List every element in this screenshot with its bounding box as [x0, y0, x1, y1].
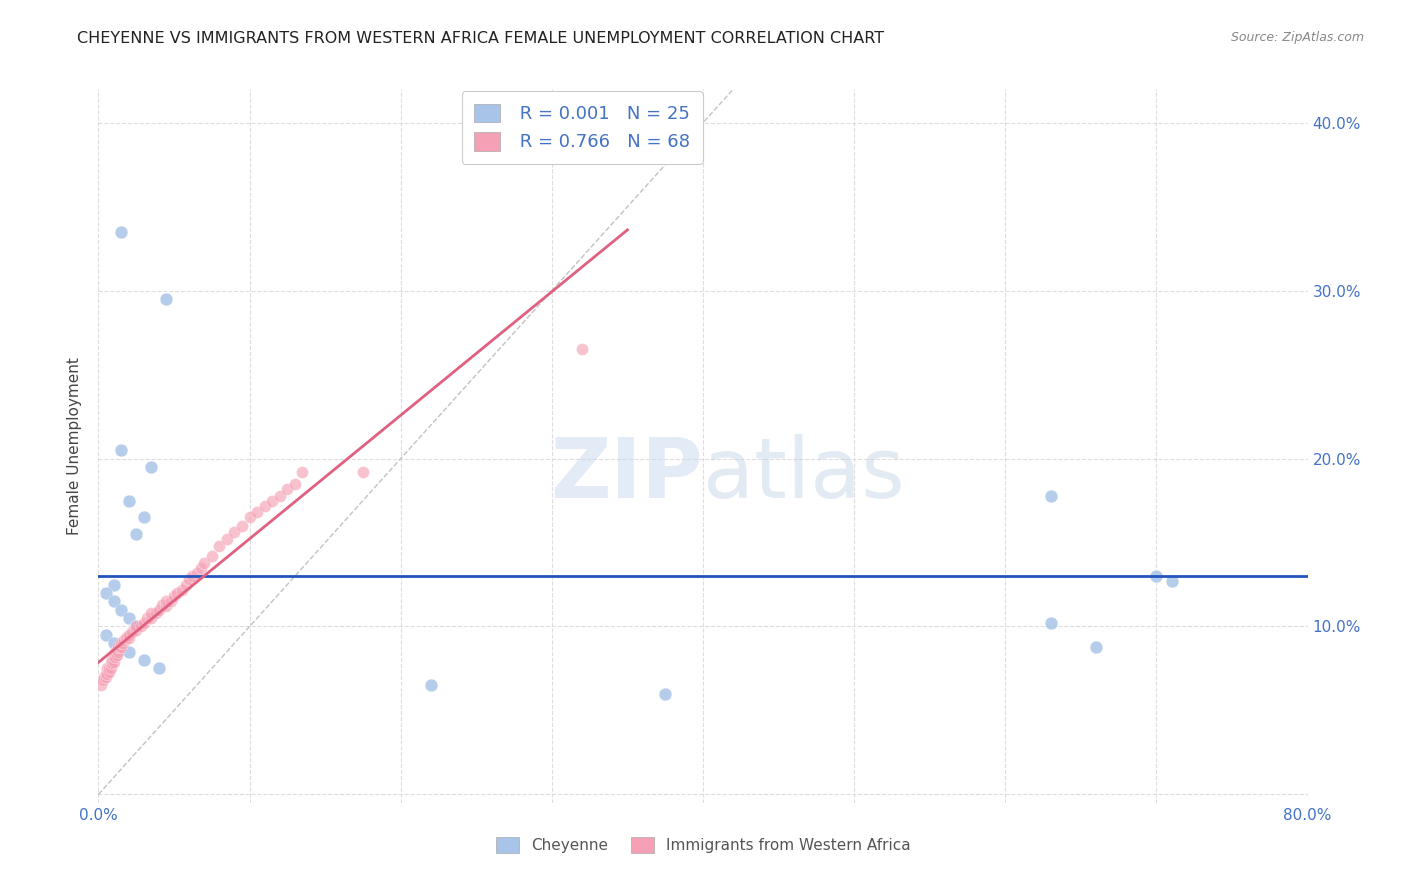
- Point: [145, 606, 167, 620]
- Point: [160, 594, 183, 608]
- Point: [118, 493, 141, 508]
- Point: [239, 510, 262, 524]
- Point: [181, 569, 204, 583]
- Point: [118, 645, 141, 659]
- Point: [253, 499, 276, 513]
- Point: [1085, 640, 1108, 654]
- Point: [654, 687, 676, 701]
- Text: ZIP: ZIP: [551, 434, 703, 515]
- Point: [125, 619, 148, 633]
- Point: [420, 678, 443, 692]
- Point: [129, 619, 152, 633]
- Point: [100, 661, 122, 675]
- Point: [208, 539, 231, 553]
- Point: [93, 670, 115, 684]
- Point: [170, 582, 193, 597]
- Point: [148, 603, 170, 617]
- Point: [105, 643, 128, 657]
- Point: [352, 465, 374, 479]
- Point: [1160, 574, 1182, 589]
- Point: [107, 640, 129, 654]
- Point: [1039, 616, 1062, 631]
- Point: [215, 532, 238, 546]
- Point: [190, 560, 212, 574]
- Point: [141, 611, 163, 625]
- Point: [155, 292, 177, 306]
- Point: [269, 489, 291, 503]
- Point: [104, 649, 127, 664]
- Point: [100, 657, 122, 671]
- Point: [101, 653, 124, 667]
- Point: [94, 670, 117, 684]
- Point: [118, 632, 141, 646]
- Point: [96, 666, 118, 681]
- Point: [96, 661, 118, 675]
- Point: [148, 661, 170, 675]
- Point: [1039, 489, 1062, 503]
- Point: [262, 493, 284, 508]
- Point: [135, 611, 157, 625]
- Point: [155, 599, 177, 614]
- Point: [201, 549, 224, 563]
- Point: [179, 573, 201, 587]
- Point: [132, 510, 155, 524]
- Point: [121, 624, 143, 639]
- Point: [1144, 569, 1167, 583]
- Point: [284, 476, 307, 491]
- Point: [103, 577, 125, 591]
- Point: [141, 606, 163, 620]
- Text: CHEYENNE VS IMMIGRANTS FROM WESTERN AFRICA FEMALE UNEMPLOYMENT CORRELATION CHART: CHEYENNE VS IMMIGRANTS FROM WESTERN AFRI…: [77, 31, 884, 46]
- Point: [110, 603, 132, 617]
- Point: [101, 657, 124, 671]
- Y-axis label: Female Unemployment: Female Unemployment: [67, 357, 83, 535]
- Point: [103, 636, 125, 650]
- Text: atlas: atlas: [703, 434, 904, 515]
- Point: [103, 594, 125, 608]
- Point: [132, 653, 155, 667]
- Point: [166, 586, 188, 600]
- Point: [186, 566, 208, 580]
- Point: [107, 645, 129, 659]
- Point: [150, 598, 173, 612]
- Point: [90, 678, 112, 692]
- Point: [104, 645, 127, 659]
- Point: [91, 673, 114, 688]
- Point: [231, 518, 253, 533]
- Point: [125, 623, 148, 637]
- Point: [118, 611, 141, 625]
- Point: [98, 661, 121, 675]
- Point: [103, 655, 125, 669]
- Point: [110, 225, 132, 239]
- Point: [98, 665, 121, 679]
- Point: [94, 628, 117, 642]
- Point: [112, 632, 135, 647]
- Point: [155, 594, 177, 608]
- Point: [174, 577, 197, 591]
- Legend: Cheyenne, Immigrants from Western Africa: Cheyenne, Immigrants from Western Africa: [489, 831, 917, 859]
- Point: [276, 482, 298, 496]
- Point: [246, 505, 269, 519]
- Point: [114, 632, 136, 646]
- Point: [110, 636, 132, 650]
- Point: [115, 630, 138, 644]
- Point: [118, 628, 141, 642]
- Point: [224, 525, 246, 540]
- Point: [571, 343, 593, 357]
- Point: [163, 589, 186, 603]
- Point: [110, 640, 132, 654]
- Point: [193, 556, 215, 570]
- Point: [94, 666, 117, 681]
- Point: [132, 616, 155, 631]
- Point: [94, 586, 117, 600]
- Point: [103, 649, 125, 664]
- Point: [141, 460, 163, 475]
- Point: [105, 648, 128, 662]
- Point: [111, 636, 134, 650]
- Point: [125, 527, 148, 541]
- Point: [108, 640, 131, 654]
- Point: [291, 465, 314, 479]
- Text: Source: ZipAtlas.com: Source: ZipAtlas.com: [1230, 31, 1364, 45]
- Point: [125, 619, 148, 633]
- Point: [110, 443, 132, 458]
